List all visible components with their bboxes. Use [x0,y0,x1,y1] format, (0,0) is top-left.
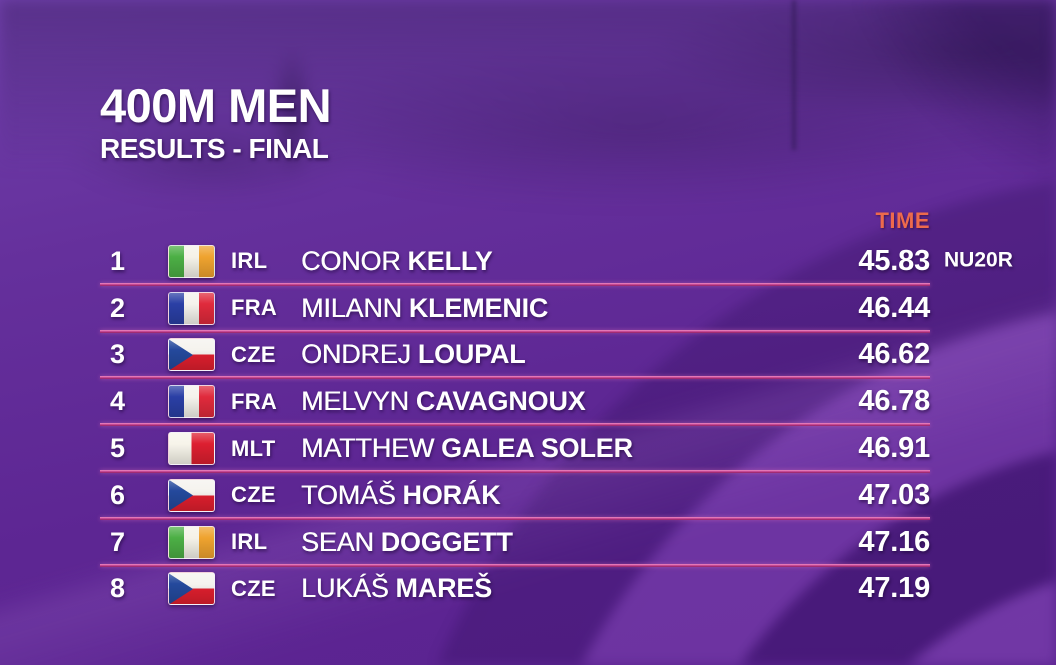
result-time: 47.03 [858,478,930,511]
result-time: 47.16 [858,525,930,558]
athlete-last-name: MAREŠ [395,573,493,604]
athlete-first-name: MILANN [301,292,402,323]
row-separator-line [100,329,930,333]
cze-flag-triangle [169,479,194,511]
row-separator-line [100,423,930,427]
athlete-last-name: CAVAGNOUX [415,386,586,417]
athlete-first-name: CONOR [301,245,401,276]
cze-flag-icon [168,478,215,512]
row-separator-line [100,516,930,520]
time-column-header: TIME [875,208,930,233]
country-code: FRA [231,295,278,321]
fra-flag-icon [168,291,215,325]
rank-label: 7 [110,526,126,557]
country-code: IRL [231,248,268,274]
irl-flag-icon [168,525,215,559]
athlete-last-name: KELLY [407,245,493,276]
result-time: 46.78 [858,385,930,418]
country-code: CZE [231,341,276,367]
flagpole-silhouette [792,0,796,150]
athlete-last-name: DOGGETT [380,526,513,557]
athlete-first-name: ONDREJ [301,339,411,370]
row-separator-line [100,563,930,567]
event-subtitle: RESULTS - FINAL [100,132,329,164]
country-code: MLT [231,435,276,461]
cze-flag-icon [168,572,215,606]
result-row: 2 FRA MILANN KLEMENIC 46.44 [100,285,930,333]
fra-flag-icon [168,385,215,419]
athlete-name: MILANN KLEMENIC [301,293,858,324]
results-table: TIME 1 IRL CONOR KELLY 45.83 NU20R 2 FRA … [100,208,1013,613]
rank-label: 8 [110,573,126,604]
result-row: 8 CZE LUKÁŠ MAREŠ 47.19 [100,566,930,613]
result-time: 45.83 [858,244,930,277]
athlete-first-name: MELVYN [301,386,409,417]
country-code: FRA [231,388,278,414]
rank-label: 1 [110,245,126,276]
athlete-last-name: KLEMENIC [408,292,549,323]
athlete-name: MELVYN CAVAGNOUX [301,386,858,417]
rank-label: 4 [110,386,126,417]
result-time: 46.44 [858,291,930,324]
result-row: 6 CZE TOMÁŠ HORÁK 47.03 [100,472,930,520]
record-badge: NU20R [944,248,1013,272]
irl-flag-icon [168,244,215,278]
athlete-name: LUKÁŠ MAREŠ [301,573,858,604]
country-code: CZE [231,482,276,508]
title-block: 400M MEN RESULTS - FINAL [100,79,332,165]
rank-label: 6 [110,479,126,510]
result-time: 47.19 [858,572,930,605]
row-separator-line [100,282,930,286]
result-row: 4 FRA MELVYN CAVAGNOUX 46.78 [100,378,930,427]
mlt-flag-icon [168,432,215,466]
result-row: 7 IRL SEAN DOGGETT 47.16 [100,519,930,567]
athlete-last-name: HORÁK [402,479,501,510]
athlete-name: TOMÁŠ HORÁK [301,480,858,511]
result-row: 3 CZE ONDREJ LOUPAL 46.62 [100,332,930,380]
country-code: CZE [231,575,276,601]
result-row: 1 IRL CONOR KELLY 45.83 NU20R [100,238,1013,286]
athlete-first-name: SEAN [301,526,374,557]
rank-label: 2 [110,292,126,323]
athlete-first-name: LUKÁŠ [301,573,389,604]
athlete-name: SEAN DOGGETT [301,527,858,558]
cze-flag-triangle [169,339,194,371]
athlete-name: ONDREJ LOUPAL [301,339,858,370]
result-time: 46.62 [858,338,930,371]
row-separator-line [100,376,930,380]
result-time: 46.91 [858,432,930,465]
athlete-last-name: LOUPAL [417,339,526,370]
result-row: 5 MLT MATTHEW GALEA SOLER 46.91 [100,425,930,473]
athlete-last-name: GALEA SOLER [441,433,633,464]
results-rows: 1 IRL CONOR KELLY 45.83 NU20R 2 FRA MILAN… [100,238,1013,613]
athlete-name: CONOR KELLY [301,246,858,277]
rank-label: 3 [110,339,126,370]
athlete-first-name: MATTHEW [301,433,435,464]
event-title: 400M MEN [100,79,332,132]
country-code: IRL [231,529,268,555]
cze-flag-icon [168,338,215,372]
row-separator-line [100,469,930,473]
athlete-first-name: TOMÁŠ [301,479,396,510]
athlete-name: MATTHEW GALEA SOLER [301,433,858,464]
cze-flag-triangle [169,573,194,605]
rank-label: 5 [110,433,126,464]
